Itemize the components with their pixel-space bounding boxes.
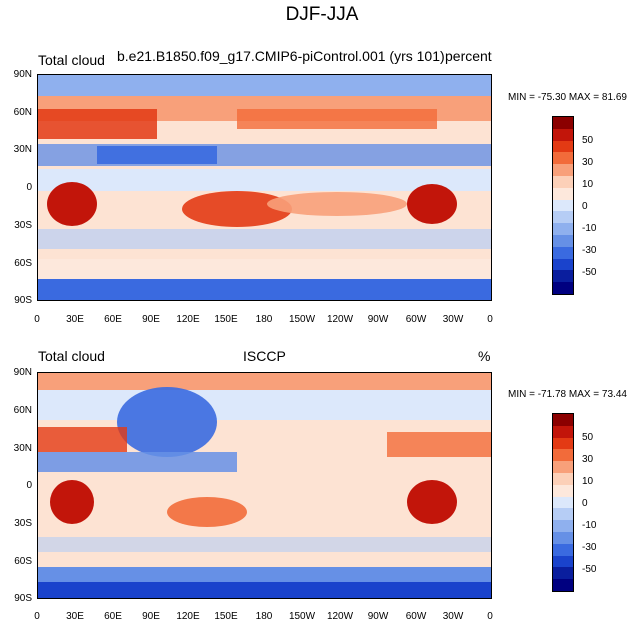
panel1-lon-tick: 60E: [104, 314, 122, 325]
colorbar-swatch: [553, 234, 573, 247]
colorbar-swatch: [553, 128, 573, 141]
panel1-left-label: Total cloud: [38, 52, 105, 68]
panel2-colorbar-label: 30: [582, 454, 594, 465]
colorbar-swatch: [553, 449, 573, 462]
panel1-lat-tick-30n: 30N: [13, 144, 32, 155]
panel2-map: [37, 372, 492, 599]
panel2-colorbar-label: -10: [582, 520, 597, 531]
panel2-colorbar-label: -50: [582, 564, 597, 575]
colorbar-swatch: [553, 425, 573, 438]
colorbar-swatch: [553, 152, 573, 165]
panel1-lat-tick-0: 0: [26, 182, 32, 193]
panel1-lon-tick: 120W: [326, 314, 354, 325]
panel1-lat-tick-90s: 90S: [14, 295, 32, 306]
panel2-lat-tick-60s: 60S: [14, 556, 32, 567]
panel2-minmax: MIN = -71.78 MAX = 73.44: [508, 389, 627, 400]
panel2-lon-tick: 90W: [367, 611, 389, 622]
colorbar-swatch: [553, 246, 573, 259]
panel2-lat-tick-90n: 90N: [13, 367, 32, 378]
colorbar-swatch: [553, 223, 573, 235]
colorbar-swatch: [553, 567, 573, 580]
colorbar-swatch: [553, 211, 573, 224]
panel1-lon-tick: 120E: [176, 314, 200, 325]
colorbar-swatch: [553, 543, 573, 556]
panel1-colorbar-label: -50: [582, 267, 597, 278]
panel1-center-label: b.e21.B1850.f09_g17.CMIP6-piControl.001 …: [117, 48, 445, 64]
colorbar-swatch: [553, 140, 573, 153]
panel1-map: [37, 74, 492, 301]
colorbar-swatch: [553, 175, 573, 188]
panel1-colorbar: [552, 116, 574, 295]
panel2-colorbar-label: -30: [582, 542, 597, 553]
panel1-lon-tick: 150W: [288, 314, 316, 325]
panel1-lat-tick-60s: 60S: [14, 258, 32, 269]
panel2-lon-tick: 30W: [442, 611, 464, 622]
panel1-colorbar-label: -10: [582, 223, 597, 234]
panel2-lat-tick-30s: 30S: [14, 518, 32, 529]
panel2-lat-tick-90s: 90S: [14, 593, 32, 604]
colorbar-swatch: [553, 117, 573, 129]
panel1-colorbar-label: 0: [582, 201, 588, 212]
figure-title: DJF-JJA: [285, 4, 359, 25]
panel2-lon-tick: 120W: [326, 611, 354, 622]
panel2-left-label: Total cloud: [38, 348, 105, 364]
panel2-lon-tick: 90E: [142, 611, 160, 622]
colorbar-swatch: [553, 461, 573, 473]
panel1-colorbar-label: 50: [582, 135, 594, 146]
colorbar-swatch: [553, 520, 573, 532]
panel1-lat-tick-60n: 60N: [13, 107, 32, 118]
colorbar-swatch: [553, 187, 573, 200]
panel1-lon-tick: 0: [487, 314, 493, 325]
panel2-lon-tick: 150E: [214, 611, 238, 622]
panel1-lon-tick: 180: [255, 314, 273, 325]
colorbar-swatch: [553, 531, 573, 544]
panel2-center-label: ISCCP: [243, 348, 286, 364]
panel2-lon-tick: 60E: [104, 611, 122, 622]
panel2-colorbar-label: 10: [582, 476, 594, 487]
panel1-right-label: percent: [445, 48, 492, 64]
panel2-lon-tick: 60W: [405, 611, 427, 622]
panel1-lon-tick: 30E: [66, 314, 84, 325]
colorbar-swatch: [553, 496, 573, 509]
panel1-lat-tick-30s: 30S: [14, 220, 32, 231]
panel2-lat-tick-30n: 30N: [13, 443, 32, 454]
panel2-lon-tick: 150W: [288, 611, 316, 622]
panel2-lon-tick: 0: [487, 611, 493, 622]
panel2-colorbar: [552, 413, 574, 592]
colorbar-swatch: [553, 437, 573, 450]
panel2-lon-tick: 30E: [66, 611, 84, 622]
panel2-lat-tick-60n: 60N: [13, 405, 32, 416]
panel2-right-label: %: [478, 348, 491, 364]
panel1-lon-tick: 0: [34, 314, 40, 325]
panel1-lon-tick: 150E: [214, 314, 238, 325]
colorbar-swatch: [553, 258, 573, 271]
panel2-lon-tick: 180: [255, 611, 273, 622]
panel1-lon-tick: 90E: [142, 314, 160, 325]
panel2-lat-tick-0: 0: [26, 480, 32, 491]
colorbar-swatch: [553, 484, 573, 497]
panel2-lon-tick: 120E: [176, 611, 200, 622]
panel2-colorbar-label: 0: [582, 498, 588, 509]
colorbar-swatch: [553, 270, 573, 283]
panel1-minmax: MIN = -75.30 MAX = 81.69: [508, 92, 627, 103]
panel1-lat-tick-90n: 90N: [13, 69, 32, 80]
colorbar-swatch: [553, 555, 573, 568]
colorbar-swatch: [553, 472, 573, 485]
panel1-colorbar-label: 10: [582, 179, 594, 190]
panel1-lon-tick: 90W: [367, 314, 389, 325]
colorbar-swatch: [553, 579, 573, 591]
panel1-lon-tick: 60W: [405, 314, 427, 325]
panel2-colorbar-label: 50: [582, 432, 594, 443]
colorbar-swatch: [553, 414, 573, 426]
colorbar-swatch: [553, 199, 573, 212]
panel1-colorbar-label: -30: [582, 245, 597, 256]
panel1-colorbar-label: 30: [582, 157, 594, 168]
colorbar-swatch: [553, 282, 573, 294]
colorbar-swatch: [553, 164, 573, 176]
panel1-lon-tick: 30W: [442, 314, 464, 325]
colorbar-swatch: [553, 508, 573, 521]
panel2-lon-tick: 0: [34, 611, 40, 622]
